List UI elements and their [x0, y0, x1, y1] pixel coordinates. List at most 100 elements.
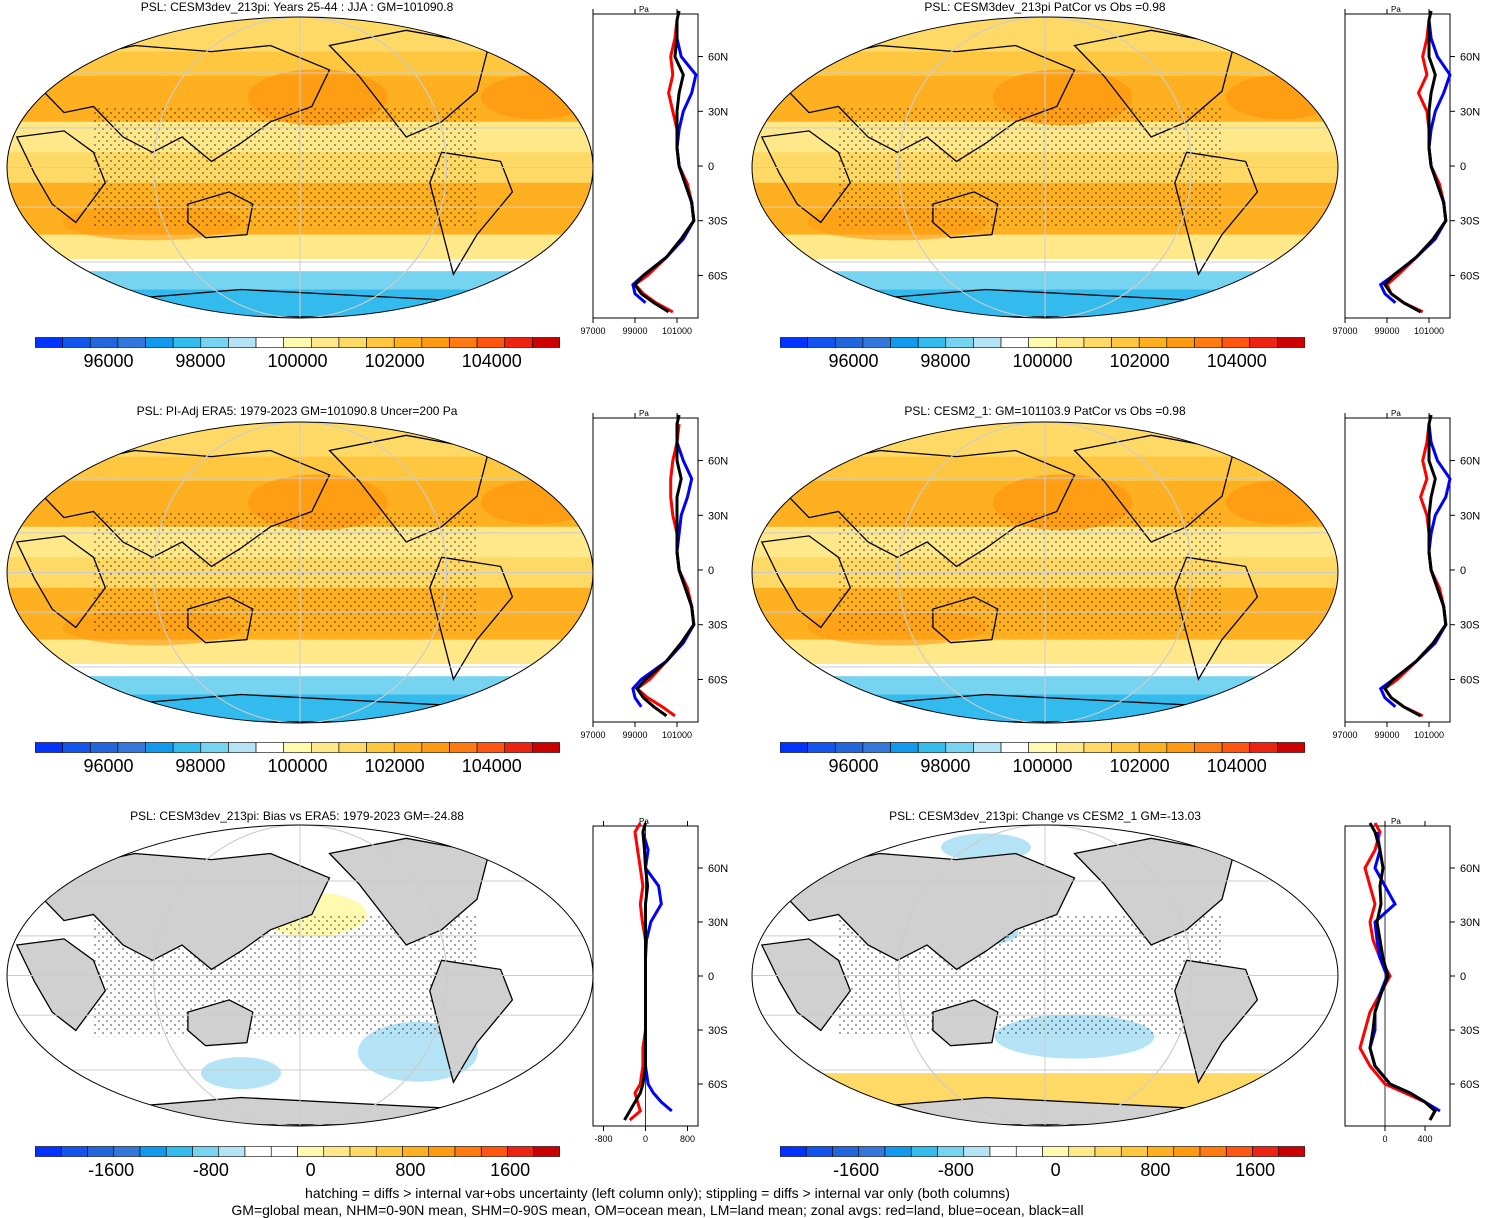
land-outline-samerica — [429, 151, 514, 276]
colorbar-tick-label: 104000 — [1206, 756, 1267, 776]
colorbar-swatch — [780, 742, 808, 753]
colorbar-swatch — [989, 1146, 1017, 1157]
colorbar-swatch — [1249, 337, 1278, 348]
colorbar-swatch — [35, 742, 63, 753]
colorbar-swatch — [1111, 337, 1140, 348]
zonal-series-all — [633, 10, 696, 314]
land-outline-samerica — [1174, 959, 1259, 1084]
land-outline-africa — [15, 130, 107, 224]
colorbar-swatch — [1000, 742, 1029, 753]
colorbar-tick-label: 104000 — [461, 756, 522, 776]
colorbar-swatch — [480, 1146, 508, 1157]
zonal-lat-tick-label: 0 — [1460, 971, 1466, 983]
colorbar-swatch — [1194, 742, 1223, 753]
colorbar-swatch — [834, 742, 864, 753]
colorbar-swatch — [945, 742, 974, 753]
zonal-series-ocean — [1378, 423, 1452, 708]
land-outline-eurasia — [778, 449, 1076, 568]
colorbar-swatch — [270, 1146, 298, 1157]
colorbar-tick-label: 100000 — [267, 756, 328, 776]
colorbar-swatch — [884, 1146, 912, 1157]
colorbar-swatch — [1225, 1146, 1253, 1157]
colorbar-swatch — [200, 742, 229, 753]
colorbar-swatch — [476, 337, 506, 348]
colorbar-swatch — [255, 742, 284, 753]
colorbar-swatch — [1120, 1146, 1148, 1157]
zonal-x-tick-label: 101000 — [1414, 326, 1444, 336]
colorbar-swatch — [807, 337, 836, 348]
zonal-x-tick-label: 0 — [1382, 1134, 1387, 1144]
land-outline-namerica — [1073, 434, 1235, 543]
zonal-unit-label: Pa — [1391, 5, 1401, 14]
colorbar-swatch — [218, 1146, 246, 1157]
colorbar-swatch — [62, 337, 91, 348]
land-outline-australia — [187, 999, 254, 1047]
colorbar-swatch — [1138, 337, 1168, 348]
colorbar-tick-label: 96000 — [83, 351, 134, 371]
colorbar-swatch — [1138, 742, 1168, 753]
colorbar-swatch — [117, 742, 146, 753]
colorbar-swatch — [35, 1146, 62, 1157]
psl-map — [751, 16, 1339, 319]
zonal-profile: Pa 60N 30N 0 30S 60S 97000 99000 101000 — [1332, 5, 1480, 336]
colorbar — [780, 1146, 1305, 1157]
colorbar-swatch — [349, 1146, 377, 1157]
land-outline-samerica — [1174, 151, 1259, 276]
zonal-lat-tick-label: 60S — [708, 674, 728, 686]
colorbar-swatch — [832, 1146, 860, 1157]
colorbar-swatch — [1221, 742, 1251, 753]
zonal-unit-label: Pa — [1391, 409, 1401, 418]
zonal-series-all — [1382, 414, 1448, 718]
land-outline-australia — [187, 191, 254, 239]
zonal-lat-tick-label: 30S — [708, 620, 728, 632]
colorbar-swatch — [428, 1146, 456, 1157]
zonal-x-tick-label: 101000 — [1414, 730, 1444, 740]
colorbar-swatch — [890, 742, 919, 753]
zonal-lat-tick-label: 30N — [1460, 917, 1480, 929]
colorbar-swatch — [35, 337, 63, 348]
zonal-series-ocean — [1378, 19, 1452, 304]
map-title: PSL: PI-Adj ERA5: 1979-2023 GM=101090.8 … — [136, 404, 458, 418]
colorbar-swatch — [973, 337, 1002, 348]
zonal-profile: Pa 60N 30N 0 30S 60S 97000 99000 101000 — [580, 409, 728, 740]
zonal-profile: Pa 60N 30N 0 30S 60S 97000 99000 101000 — [1332, 409, 1480, 740]
colorbar-swatch — [165, 1146, 193, 1157]
zonal-lat-tick-label: 60N — [708, 863, 728, 875]
colorbar-tick-label: -800 — [192, 1160, 229, 1180]
zonal-x-tick-label: 101000 — [662, 730, 692, 740]
colorbar-swatch — [945, 337, 974, 348]
zonal-lat-tick-label: 30S — [708, 216, 728, 228]
psl-map — [751, 824, 1339, 1127]
colorbar-swatch — [1277, 337, 1305, 348]
land-outline-africa — [760, 535, 852, 629]
zonal-lat-tick-label: 30N — [708, 510, 728, 522]
colorbar — [35, 742, 560, 753]
colorbar-swatch — [393, 337, 423, 348]
zonal-series-land — [1382, 423, 1448, 718]
colorbar-tick-label: 98000 — [920, 756, 971, 776]
colorbar-swatch — [172, 337, 202, 348]
land-outline-namerica — [328, 29, 490, 138]
colorbar-swatch — [1056, 337, 1085, 348]
colorbar — [35, 337, 560, 348]
zonal-x-tick-label: 0 — [643, 1134, 648, 1144]
zonal-series-ocean — [1368, 831, 1441, 1113]
colorbar-tick-label: 800 — [395, 1160, 426, 1180]
colorbar-swatch — [917, 337, 947, 348]
colorbar-swatch — [139, 1146, 167, 1157]
colorbar-swatch — [145, 337, 174, 348]
land-outline-eurasia — [778, 852, 1076, 971]
land-outline-africa — [760, 938, 852, 1032]
colorbar-swatch — [805, 1146, 833, 1157]
colorbar-swatch — [449, 337, 478, 348]
land-outline-namerica — [328, 837, 490, 946]
colorbar-swatch — [507, 1146, 535, 1157]
colorbar-tick-label: 102000 — [1109, 756, 1170, 776]
zonal-lat-tick-label: 30S — [708, 1025, 728, 1037]
colorbar-swatch — [1252, 1146, 1280, 1157]
colorbar-swatch — [910, 1146, 938, 1157]
colorbar-swatch — [172, 742, 202, 753]
colorbar-swatch — [1083, 337, 1112, 348]
map-title: PSL: CESM3dev_213pi: Bias vs ERA5: 1979-… — [130, 809, 464, 823]
colorbar-swatch — [366, 337, 395, 348]
